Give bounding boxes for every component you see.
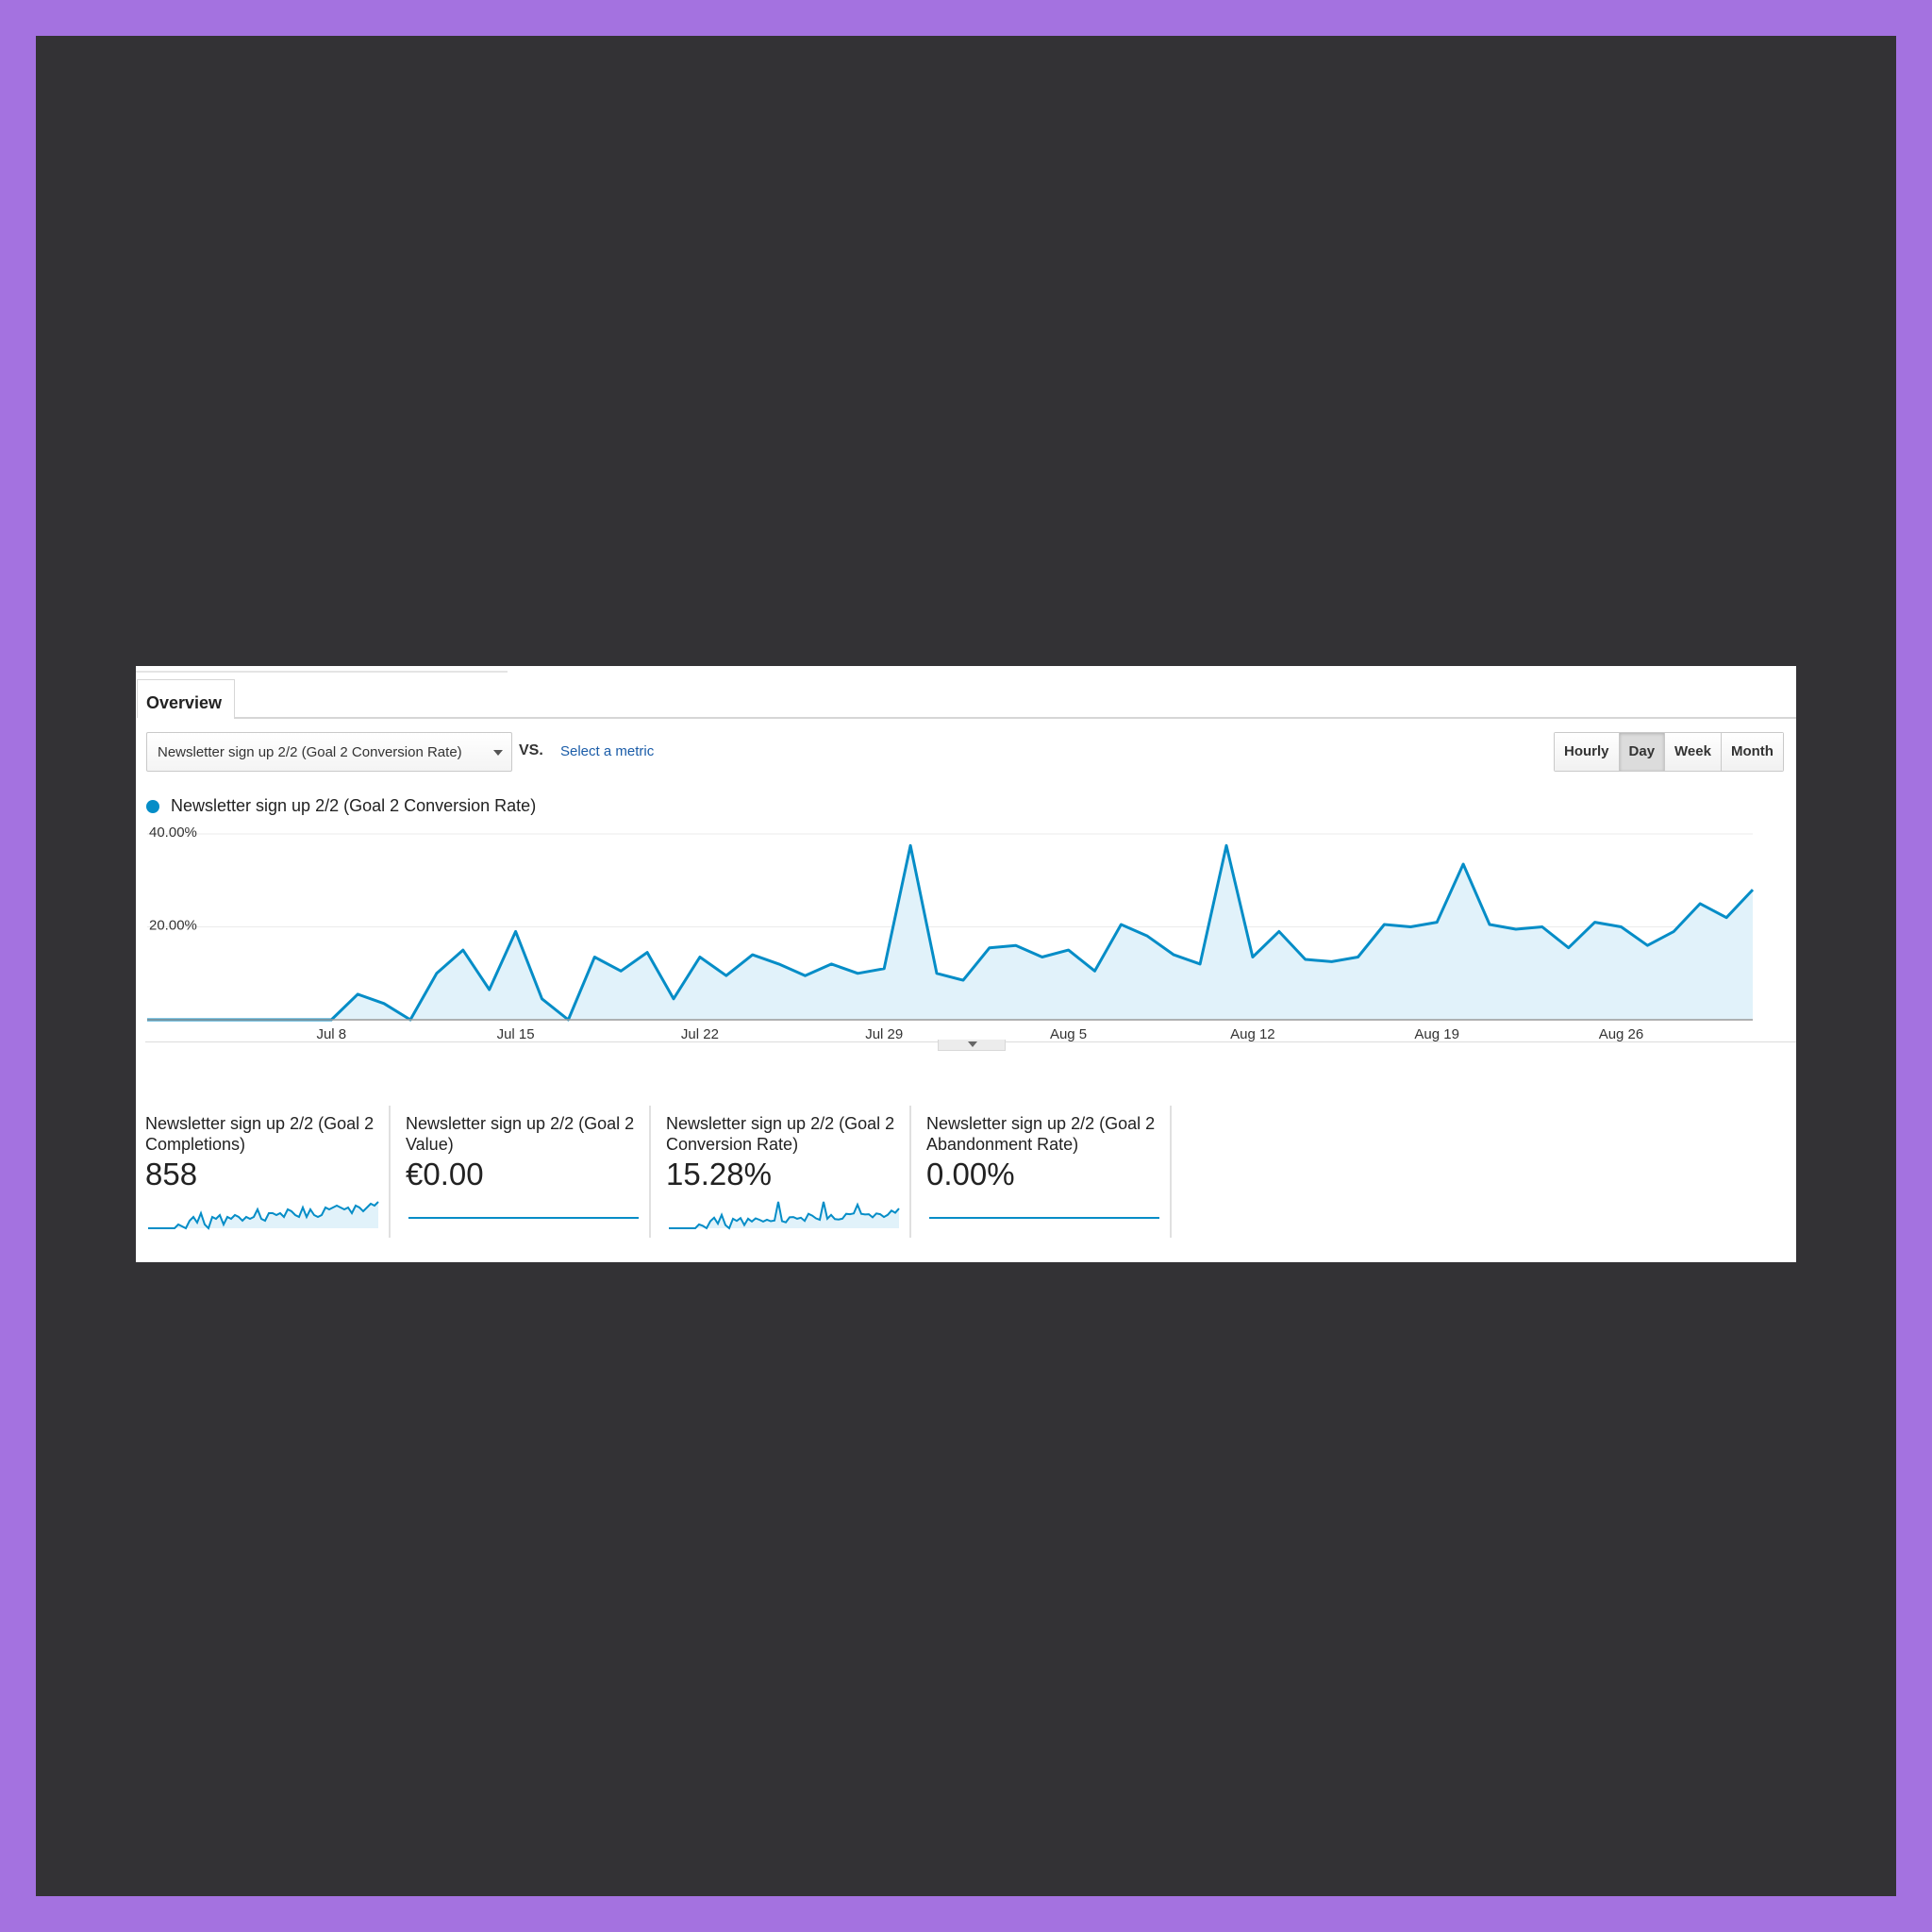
granularity-toggle: Hourly Day Week Month [1554,732,1784,772]
scorecard-value: €0.00 [406,1157,484,1191]
x-tick-label: Jul 22 [681,1026,719,1042]
scorecard-abandonment-rate[interactable]: Newsletter sign up 2/2 (Goal 2 Abandonmen… [926,1106,1172,1238]
metric-select-value: Newsletter sign up 2/2 (Goal 2 Conversio… [158,744,462,760]
vs-label: VS. [519,742,543,758]
y-tick-label: 20.00% [149,918,197,934]
metric-select-dropdown[interactable]: Newsletter sign up 2/2 (Goal 2 Conversio… [146,732,512,772]
scorecards: Newsletter sign up 2/2 (Goal 2 Completion… [145,1106,1187,1238]
collapse-chart-handle[interactable] [938,1040,1006,1051]
series-line [147,843,1755,1022]
sparkline-area [669,1202,899,1228]
scorecard-value-metric[interactable]: Newsletter sign up 2/2 (Goal 2 Value) €0.… [406,1106,651,1238]
conversion-rate-chart: 40.00% 20.00% Jul 8 Jul 15 Jul 22 Jul 29 Aug 5… [147,824,1755,1042]
scorecard-label: Newsletter sign up 2/2 (Goal 2 Completion… [145,1114,375,1154]
scorecard-label: Newsletter sign up 2/2 (Goal 2 Abandonmen… [926,1114,1156,1154]
select-metric-link[interactable]: Select a metric [560,743,655,759]
sparkline-line [669,1201,900,1230]
scorecard-conversion-rate[interactable]: Newsletter sign up 2/2 (Goal 2 Conversion… [666,1106,911,1238]
scorecard-value: 15.28% [666,1157,772,1191]
scorecard-sparkline [148,1201,379,1230]
x-tick-label: Jul 8 [316,1026,346,1042]
sparkline-area [148,1202,378,1228]
granularity-day-button[interactable]: Day [1619,733,1666,771]
scorecard-value: 0.00% [926,1157,1015,1191]
legend-dot-icon [146,799,159,813]
y-tick-label: 40.00% [149,824,197,841]
scorecard-sparkline [669,1201,900,1230]
sparkline-line [148,1201,379,1230]
granularity-week-button[interactable]: Week [1665,733,1722,771]
tab-divider [234,717,1796,719]
x-tick-label: Aug 26 [1599,1026,1644,1042]
scorecard-sparkline [408,1217,639,1219]
scorecard-label: Newsletter sign up 2/2 (Goal 2 Conversion… [666,1114,895,1154]
chart-legend: Newsletter sign up 2/2 (Goal 2 Conversio… [146,796,536,816]
scorecard-value: 858 [145,1157,198,1191]
x-tick-label: Aug 19 [1414,1026,1459,1042]
series-area [147,845,1753,1020]
chevron-down-icon [493,750,503,756]
scorecard-label: Newsletter sign up 2/2 (Goal 2 Value) [406,1114,635,1154]
scorecard-completions[interactable]: Newsletter sign up 2/2 (Goal 2 Completion… [145,1106,391,1238]
scorecard-sparkline [929,1217,1159,1219]
top-divider [136,671,508,673]
chevron-down-icon [968,1041,977,1047]
x-tick-label: Jul 29 [865,1026,903,1042]
x-tick-label: Aug 12 [1230,1026,1275,1042]
x-tick-label: Jul 15 [497,1026,535,1042]
analytics-overview-panel: Overview Newsletter sign up 2/2 (Goal 2 … [136,666,1796,1262]
granularity-month-button[interactable]: Month [1721,733,1783,771]
x-tick-label: Aug 5 [1050,1026,1087,1042]
granularity-hourly-button[interactable]: Hourly [1555,733,1620,771]
tab-overview[interactable]: Overview [137,679,235,718]
legend-label: Newsletter sign up 2/2 (Goal 2 Conversio… [171,796,537,815]
